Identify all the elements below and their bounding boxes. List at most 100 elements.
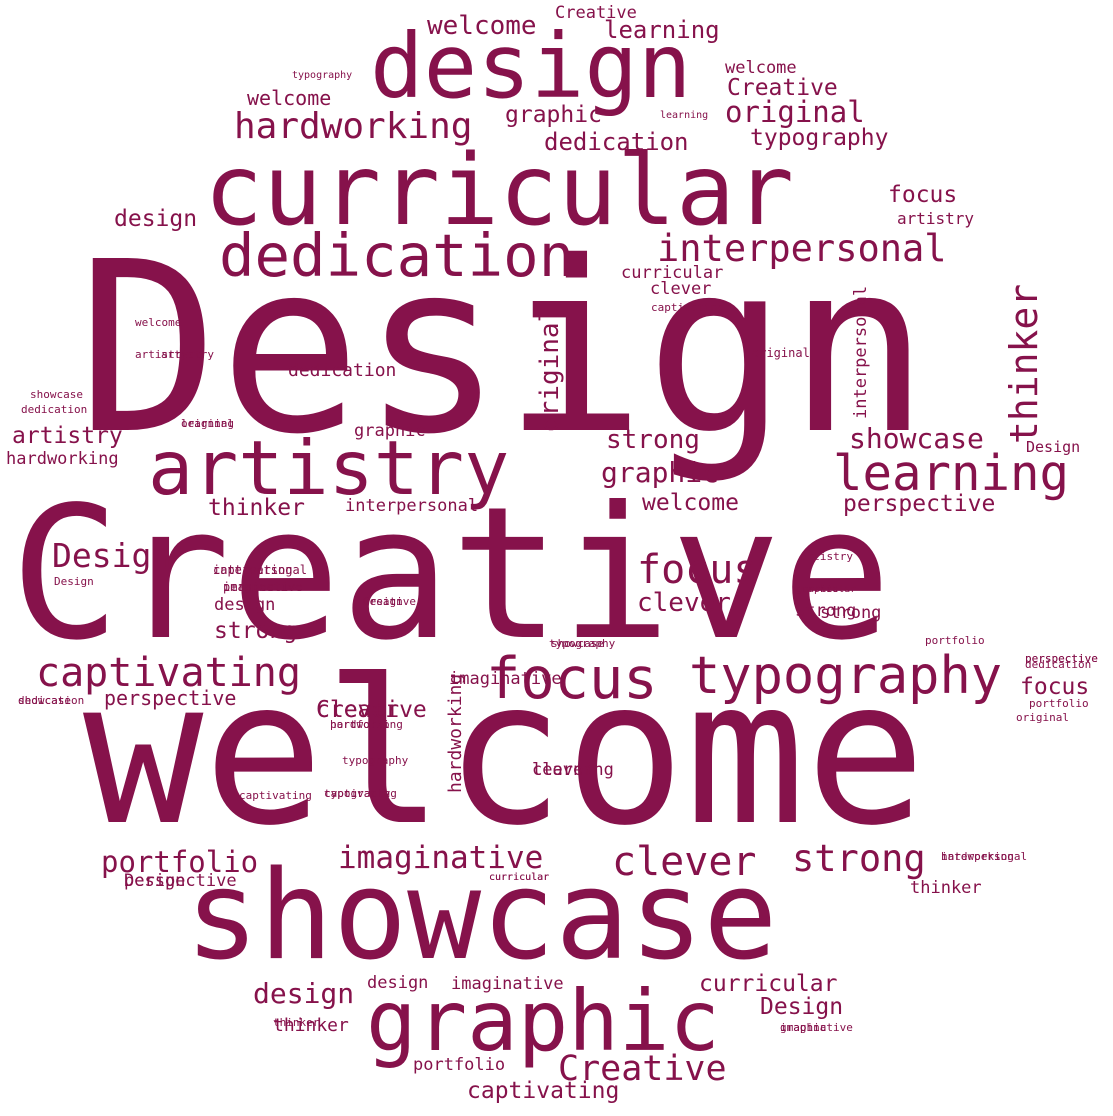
word: Design bbox=[124, 871, 186, 891]
word: learning bbox=[833, 445, 1070, 502]
word: interpersonal bbox=[657, 227, 947, 270]
word: dedication bbox=[219, 221, 575, 290]
word: artistry bbox=[12, 423, 123, 449]
word: thinker bbox=[910, 878, 982, 898]
word: focus bbox=[637, 547, 758, 593]
word: portfolio bbox=[1029, 697, 1089, 710]
word: perspective bbox=[1025, 652, 1098, 665]
word: Design bbox=[363, 595, 403, 608]
word: welcome bbox=[427, 11, 537, 41]
word: dedication bbox=[544, 128, 689, 156]
word: original bbox=[1016, 711, 1069, 724]
word: typography bbox=[689, 646, 1003, 706]
word: dedication bbox=[1025, 658, 1092, 671]
word: clever bbox=[532, 760, 594, 780]
word: design bbox=[114, 206, 198, 232]
word: graphic bbox=[505, 102, 602, 128]
word: portfolio bbox=[413, 1055, 506, 1075]
word: curricular bbox=[796, 584, 857, 595]
word: interpersonal bbox=[851, 285, 871, 419]
word: graphic bbox=[796, 584, 839, 595]
word: interpersonal bbox=[941, 850, 1028, 863]
word: perspective bbox=[843, 491, 996, 517]
word: welcome bbox=[83, 637, 926, 870]
word: design bbox=[214, 595, 276, 615]
word: Creative bbox=[363, 595, 416, 608]
word: perspective bbox=[104, 686, 237, 710]
word: Creative bbox=[558, 1049, 727, 1089]
word: design bbox=[370, 14, 692, 118]
word: clever bbox=[650, 279, 712, 299]
word: curricular bbox=[699, 971, 838, 997]
word: Design bbox=[1026, 438, 1081, 456]
word: perspective bbox=[1025, 652, 1098, 665]
word: Design bbox=[54, 575, 94, 588]
word: original bbox=[535, 306, 565, 432]
word: typography bbox=[750, 125, 889, 151]
word: typography bbox=[292, 70, 353, 81]
word: strong bbox=[792, 837, 926, 880]
word: artistry bbox=[135, 348, 188, 361]
word: captivating bbox=[239, 789, 312, 802]
word: hardworking bbox=[941, 850, 1014, 863]
word: focus bbox=[1020, 674, 1090, 700]
word: strong bbox=[795, 601, 857, 621]
word: portfolio bbox=[330, 718, 390, 731]
word: imaginative bbox=[780, 1021, 853, 1034]
word: captivating bbox=[36, 650, 301, 696]
word: Design bbox=[52, 536, 172, 575]
word: curricular bbox=[621, 263, 724, 283]
word: portfolio bbox=[101, 845, 259, 879]
word: welcome bbox=[135, 316, 182, 329]
word: imaginative bbox=[338, 840, 544, 876]
word: original bbox=[181, 417, 234, 430]
word: captivating bbox=[651, 301, 724, 314]
word: curricular bbox=[204, 134, 795, 248]
word: Creative bbox=[727, 75, 838, 101]
word: original bbox=[752, 346, 810, 360]
word: hardworking bbox=[234, 106, 473, 147]
word: Design bbox=[760, 994, 844, 1020]
word: thinker bbox=[273, 1015, 349, 1036]
word: showcase bbox=[551, 637, 604, 650]
word: Creative bbox=[555, 3, 637, 23]
word: perspective bbox=[124, 871, 237, 891]
word: interpersonal bbox=[213, 563, 307, 577]
word: Creative bbox=[316, 697, 427, 723]
word: hardworking bbox=[330, 718, 403, 731]
word: thinker bbox=[208, 495, 305, 521]
word: curricular bbox=[489, 872, 550, 883]
word: captivating bbox=[467, 1078, 620, 1104]
word: artistry bbox=[897, 209, 975, 228]
word: dedication bbox=[288, 360, 397, 381]
word: hardworking bbox=[6, 449, 119, 469]
word: clever bbox=[316, 697, 400, 723]
word: original bbox=[725, 95, 865, 129]
word: clever bbox=[612, 839, 757, 885]
word: artistry bbox=[161, 348, 214, 361]
word: curricular bbox=[489, 872, 550, 883]
word: captivating bbox=[324, 787, 397, 800]
word: dedication bbox=[21, 403, 88, 416]
word: learning bbox=[532, 760, 614, 780]
word: artistry bbox=[148, 424, 510, 512]
word: strong bbox=[820, 603, 882, 623]
word: showcase bbox=[849, 422, 984, 455]
word: showcase bbox=[18, 694, 71, 707]
word: imaginative bbox=[449, 669, 562, 689]
word: strong bbox=[606, 425, 700, 455]
word: focus bbox=[888, 182, 958, 208]
word: design bbox=[367, 973, 429, 993]
word: hardworking bbox=[445, 673, 466, 793]
word: showcase bbox=[185, 845, 778, 988]
word: learning bbox=[181, 417, 234, 430]
word: typography bbox=[342, 754, 409, 767]
word: thinker bbox=[273, 1016, 320, 1029]
word: welcome bbox=[642, 490, 739, 516]
word: welcome bbox=[725, 58, 797, 78]
word: focus bbox=[486, 646, 658, 712]
word: welcome bbox=[247, 86, 332, 110]
word: graphic bbox=[601, 456, 720, 489]
word: captivating bbox=[213, 563, 293, 577]
word: graphic bbox=[354, 421, 426, 441]
